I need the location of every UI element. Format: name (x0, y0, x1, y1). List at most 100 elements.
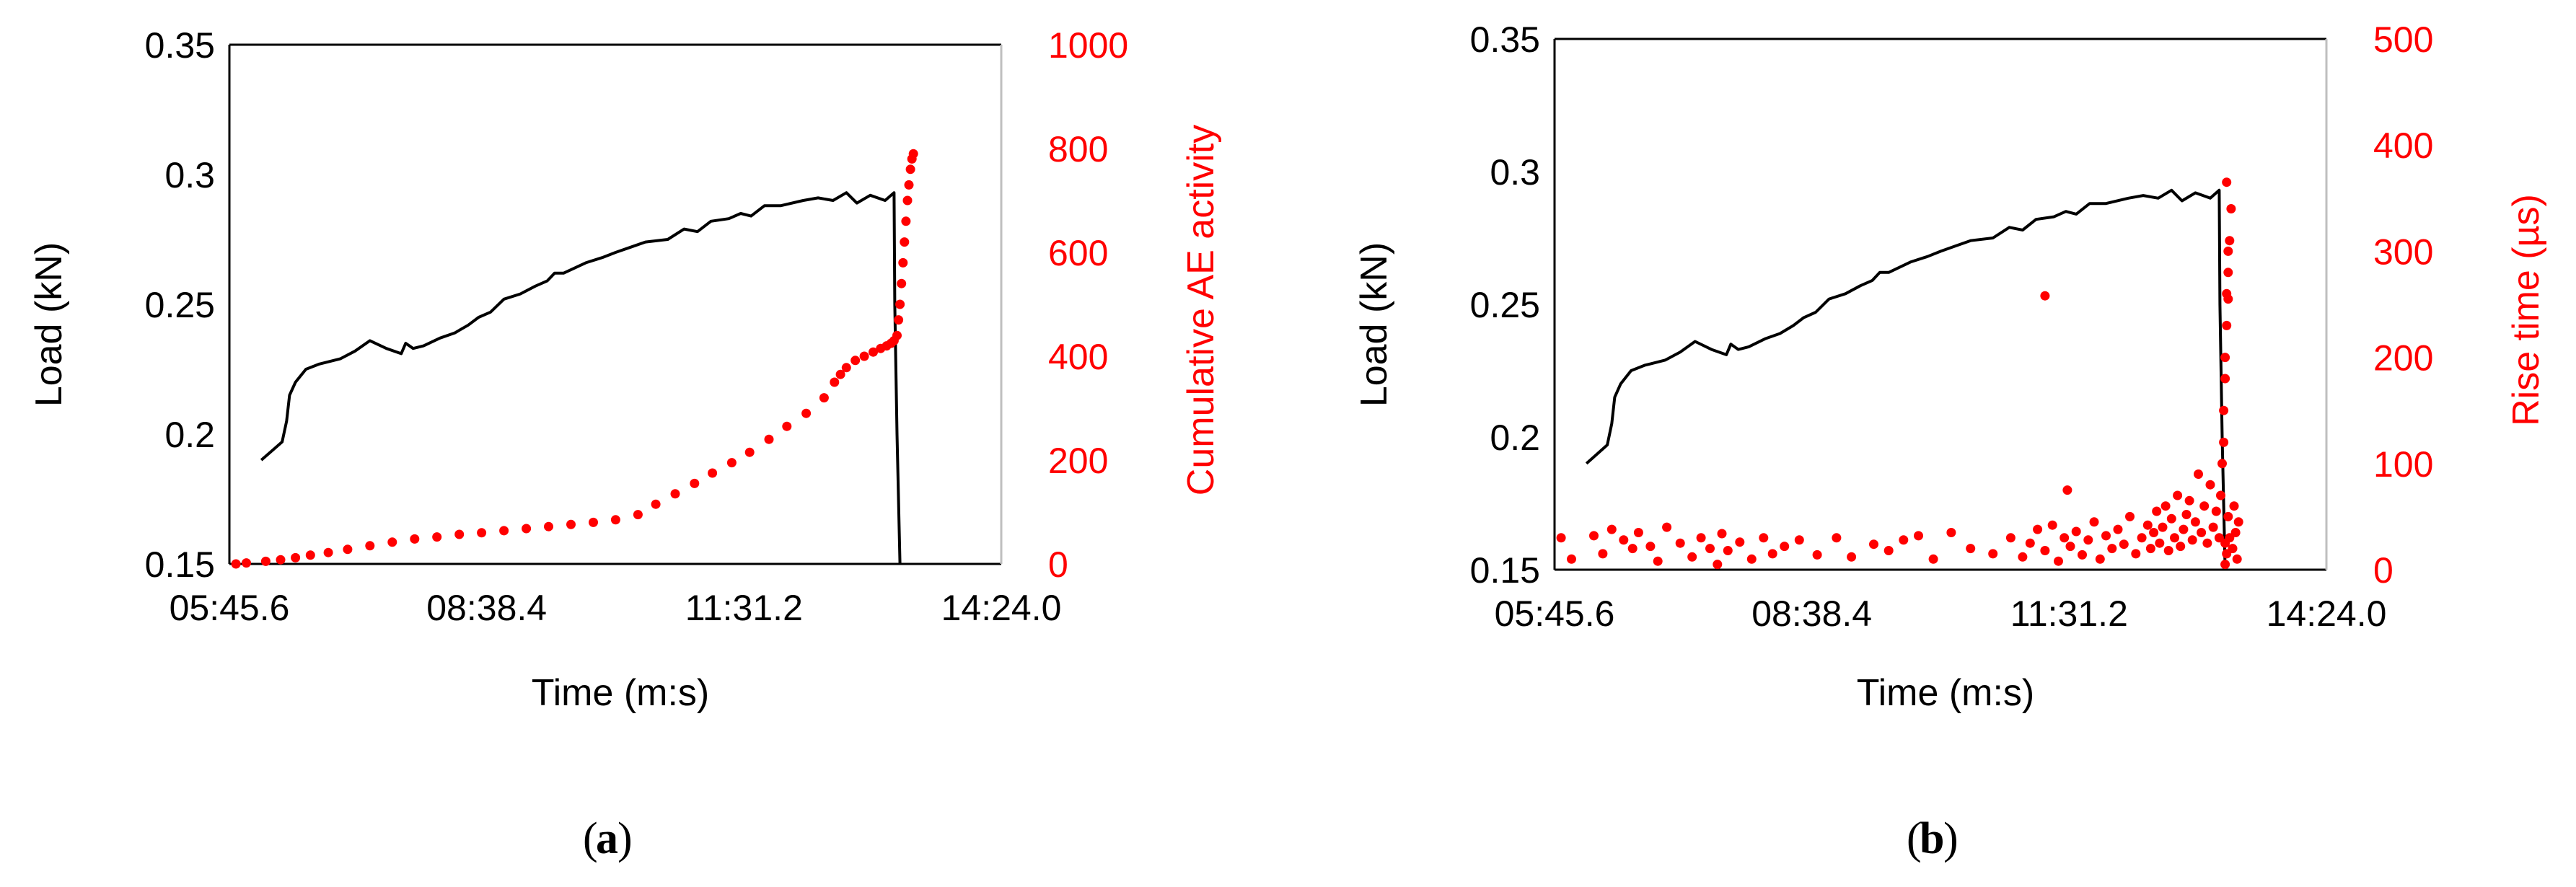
y2-tick-label-b: 500 (2373, 19, 2433, 60)
ae-data-point-a (830, 377, 840, 387)
ae-data-point-b (2229, 501, 2239, 511)
ae-data-point-b (2211, 506, 2221, 516)
y2-tick-label-a: 1000 (1048, 25, 1128, 66)
ae-data-point-b (2040, 291, 2050, 301)
ae-data-point-a (764, 434, 774, 444)
ae-data-point-b (2225, 236, 2235, 246)
ae-data-point-b (2089, 517, 2099, 527)
ae-data-point-b (1567, 554, 1576, 564)
x-axis-title-a: Time (m:s) (532, 672, 709, 714)
ae-data-point-a (708, 468, 718, 478)
y2-tick-label-b: 0 (2373, 550, 2393, 591)
ae-data-point-b (1589, 531, 1599, 541)
ae-data-point-a (633, 510, 643, 520)
ae-data-point-a (454, 529, 465, 539)
ae-data-point-a (898, 257, 908, 268)
chart-panel-b: 0.15 0.2 0.25 0.3 0.35 0 100 200 300 400 500 05:45.… (1353, 19, 2547, 863)
ae-data-point-b (2217, 459, 2227, 469)
ae-data-point-b (1767, 549, 1777, 559)
load-series-line-b (1585, 188, 2227, 570)
ae-data-point-a (365, 541, 375, 551)
x-tick-label-b: 14:24.0 (2267, 593, 2387, 634)
load-series-line-a (260, 191, 902, 565)
y-tick-label-a: 0.15 (145, 544, 215, 585)
ae-data-point-b (2047, 520, 2057, 530)
ae-data-point-a (291, 552, 301, 562)
y-tick-label-a: 0.2 (164, 415, 215, 455)
ae-data-point-a (610, 515, 620, 525)
ae-data-point-a (904, 180, 914, 190)
ae-data-point-b (2219, 437, 2229, 447)
ae-data-point-b (1627, 544, 1638, 554)
ae-data-point-b (2060, 533, 2070, 543)
y-axis-title-a: Load (kN) (28, 242, 70, 407)
ae-data-point-a (908, 149, 918, 159)
y2-tick-label-b: 400 (2373, 125, 2433, 166)
ae-data-point-b (1653, 556, 1663, 566)
ae-data-point-b (2197, 528, 2207, 537)
y-tick-label-b: 0.35 (1470, 19, 1540, 60)
ae-data-point-b (1717, 529, 1727, 539)
ae-data-point-b (1899, 535, 1909, 545)
ae-data-point-b (2194, 469, 2203, 479)
ae-data-point-b (2226, 204, 2236, 213)
ae-data-point-a (892, 330, 902, 340)
ae-data-point-b (2223, 246, 2233, 256)
ae-data-point-a (522, 524, 532, 534)
ae-data-point-a (905, 164, 915, 175)
ae-data-point-a (782, 421, 792, 431)
ae-data-point-b (2145, 544, 2155, 554)
ae-data-point-b (2179, 524, 2189, 534)
ae-data-point-b (1759, 533, 1769, 543)
panel-label-b-letter: b (1920, 814, 1944, 863)
y-tick-label-a: 0.35 (145, 25, 215, 66)
ae-data-point-b (1675, 538, 1685, 548)
x-axis-title-b: Time (m:s) (1857, 672, 2034, 714)
ae-data-point-b (2233, 517, 2243, 527)
ae-data-point-b (1946, 528, 1956, 537)
y-tick-label-b: 0.25 (1470, 285, 1540, 325)
svg-text:): ) (1943, 814, 1959, 863)
ae-data-point-a (589, 517, 598, 527)
ae-data-point-b (1713, 560, 1723, 570)
ae-data-point-b (1869, 539, 1878, 550)
ae-data-point-a (900, 237, 910, 247)
ae-data-point-b (2181, 510, 2192, 519)
x-tick-label-a: 05:45.6 (170, 588, 290, 628)
y2-axis-title-a: Cumulative AE activity (1180, 125, 1222, 495)
ae-data-point-b (2208, 522, 2218, 532)
ae-data-point-a (859, 351, 869, 361)
ae-data-point-a (231, 559, 241, 569)
ae-data-point-a (902, 195, 913, 206)
x-tick-label-a: 11:31.2 (685, 588, 803, 628)
panel-label-a: ( a ) (583, 814, 633, 863)
y-tick-label-b: 0.15 (1470, 550, 1540, 591)
x-tick-label-a: 08:38.4 (426, 588, 547, 628)
ae-data-point-b (1619, 535, 1629, 545)
ae-data-point-a (869, 347, 878, 357)
ae-data-point-b (2199, 501, 2210, 511)
ae-data-point-b (1735, 537, 1745, 547)
ae-data-point-b (2220, 353, 2230, 363)
ae-data-point-a (432, 532, 442, 542)
ae-data-point-b (2033, 524, 2043, 534)
ae-data-point-b (1746, 554, 1757, 564)
y-tick-label-b: 0.3 (1490, 152, 1540, 193)
y-axis-title-b: Load (kN) (1353, 242, 1395, 407)
ae-data-point-b (2137, 533, 2147, 543)
y2-tick-label-b: 200 (2373, 338, 2433, 379)
ae-data-point-b (2149, 528, 2159, 537)
ae-data-point-a (850, 356, 861, 366)
plot-area-a: 0.15 0.2 0.25 0.3 0.35 0 200 400 600 800 1000 05:45… (145, 25, 1129, 628)
x-tick-label-b: 11:31.2 (2010, 593, 2128, 634)
ae-data-point-b (2083, 535, 2093, 545)
ae-data-point-b (2065, 542, 2075, 552)
ae-data-point-b (2131, 549, 2141, 559)
ae-data-point-a (544, 521, 553, 531)
ae-data-point-b (2184, 495, 2194, 506)
ae-data-point-b (2222, 177, 2232, 187)
ae-data-point-b (2216, 490, 2225, 500)
ae-data-point-b (2223, 511, 2233, 521)
ae-data-point-b (2173, 490, 2183, 500)
ae-data-point-a (901, 216, 911, 226)
